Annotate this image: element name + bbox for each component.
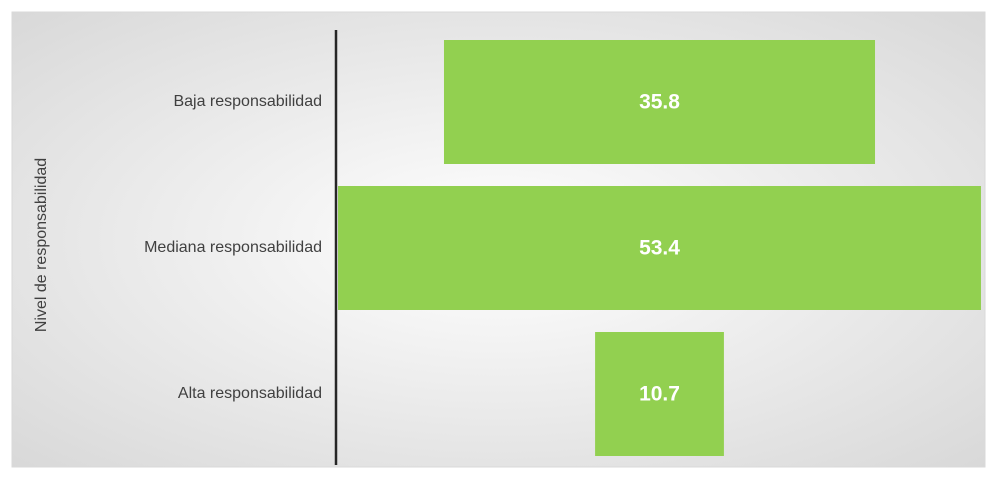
category-label: Mediana responsabilidad <box>144 239 322 256</box>
bar <box>443 40 876 164</box>
y-axis-label: Nivel de responsabilidad <box>33 158 50 332</box>
data-label: 35.8 <box>639 91 680 114</box>
bar <box>595 332 724 456</box>
data-label: 10.7 <box>639 383 680 406</box>
category-label: Alta responsabilidad <box>178 385 322 402</box>
data-label: 53.4 <box>639 237 680 260</box>
category-label: Baja responsabilidad <box>173 93 322 110</box>
bar <box>338 186 981 310</box>
